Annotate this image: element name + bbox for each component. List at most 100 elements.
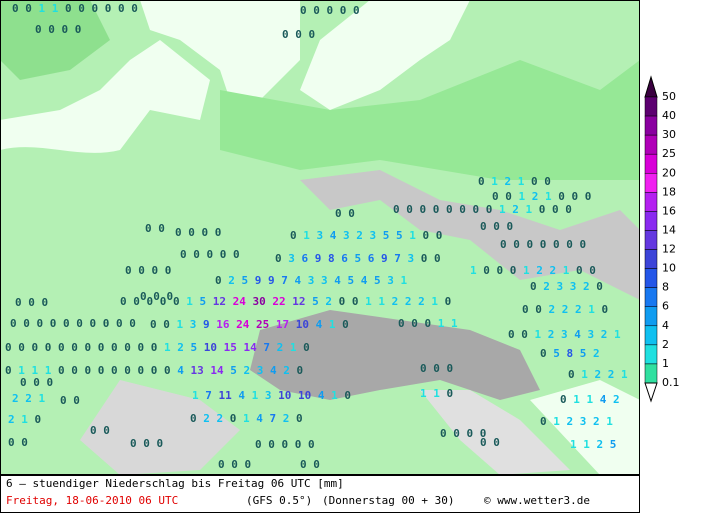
precip-value: 1 (535, 328, 542, 341)
precip-value: 2 (549, 303, 556, 316)
precip-value: 0 (8, 436, 15, 449)
precip-value: 12 (292, 295, 305, 308)
precip-row: 0 0 (145, 222, 165, 235)
precip-value: 2 (217, 412, 224, 425)
precip-value: 0 (167, 290, 174, 303)
precip-value: 0 (32, 341, 39, 354)
precip-value: 5 (200, 295, 207, 308)
precip-row: 0 0 0 0 0 (180, 248, 240, 261)
precip-value: 0 (565, 203, 572, 216)
precip-value: 0 (478, 175, 485, 188)
precip-value: 0 (157, 437, 164, 450)
legend-label: 30 (662, 128, 676, 141)
precip-value: 0 (58, 341, 65, 354)
precip-value: 0 (45, 341, 52, 354)
precip-value: 0 (500, 238, 507, 251)
precip-row: 0 0 (300, 458, 320, 471)
precip-value: 0 (73, 394, 80, 407)
precip-value: 3 (321, 274, 328, 287)
precip-value: 3 (570, 280, 577, 293)
precip-row: 0 0 0 0 0 0 0 (500, 238, 586, 251)
precip-value: 2 (283, 412, 290, 425)
precip-value: 0 (566, 238, 573, 251)
precip-value: 0 (28, 296, 35, 309)
precip-value: 0 (327, 4, 334, 17)
precip-value: 1 (587, 393, 594, 406)
precip-value: 0 (459, 203, 466, 216)
precip-value: 0 (190, 412, 197, 425)
precip-value: 0 (480, 427, 487, 440)
precip-value: 2 (575, 303, 582, 316)
precip-value: 0 (152, 264, 159, 277)
precip-row: 0 0 (335, 207, 355, 220)
precip-value: 7 (205, 389, 212, 402)
legend-label: 1 (662, 357, 669, 370)
precip-value: 9 (268, 274, 275, 287)
sea (530, 380, 640, 475)
precip-value: 5 (348, 274, 355, 287)
precip-value: 0 (65, 2, 72, 15)
precip-value: 0 (163, 318, 170, 331)
legend-swatch (644, 268, 658, 288)
legend-swatch (644, 96, 658, 117)
legend-label: 12 (662, 243, 676, 256)
precip-value: 7 (281, 274, 288, 287)
precip-value: 1 (606, 415, 613, 428)
precip-value: 11 (219, 389, 233, 402)
precip-value: 0 (23, 317, 30, 330)
precip-value: 0 (21, 436, 28, 449)
precip-value: 1 (621, 368, 628, 381)
precip-value: 0 (342, 318, 349, 331)
precip-value: 1 (290, 341, 297, 354)
precip-row: 0 0 0 0 (440, 427, 486, 440)
precip-value: 0 (118, 2, 125, 15)
precip-value: 0 (90, 424, 97, 437)
precip-value: 0 (230, 412, 237, 425)
precip-value: 2 (177, 341, 184, 354)
precip-value: 0 (531, 175, 538, 188)
precip-value: 0 (421, 252, 428, 265)
precip-value: 0 (406, 203, 413, 216)
precip-value: 5 (396, 229, 403, 242)
precip-value: 0 (585, 190, 592, 203)
precip-value: 1 (470, 264, 477, 277)
precip-value: 0 (147, 295, 154, 308)
precip-row: 2 2 1 (12, 392, 46, 405)
precip-value: 1 (581, 368, 588, 381)
precip-value: 2 (228, 274, 235, 287)
precip-value: 0 (140, 290, 147, 303)
precip-value: 1 (570, 438, 577, 451)
precip-value: 0 (486, 203, 493, 216)
precip-value: 0 (420, 362, 427, 375)
precip-row: 0 0 2 2 2 1 0 (522, 303, 608, 316)
precip-value: 1 (32, 364, 39, 377)
precip-row: 0 1 2 1 0 0 (478, 175, 551, 188)
precip-value: 0 (78, 2, 85, 15)
precip-row: 0 2 5 9 9 7 4 3 3 4 5 4 5 3 1 (215, 274, 408, 287)
precip-value: 0 (33, 376, 40, 389)
map-area (0, 0, 640, 475)
precip-value: 0 (297, 364, 304, 377)
precip-row: 0 1 3 4 3 2 3 5 5 1 0 0 (290, 229, 442, 242)
precip-value: 0 (120, 295, 127, 308)
precip-value: 0 (153, 290, 160, 303)
precip-value: 0 (143, 437, 150, 450)
precip-row: 0 0 (60, 394, 80, 407)
precip-value: 5 (610, 438, 617, 451)
precip-value: 3 (561, 328, 568, 341)
precip-value: 0 (446, 203, 453, 216)
precip-value: 0 (445, 295, 452, 308)
precip-value: 16 (216, 318, 230, 331)
precip-row: 0 0 0 0 0 1 5 12 24 30 22 12 5 2 0 0 1 1… (120, 295, 451, 308)
precip-value: 2 (512, 203, 519, 216)
precip-value: 9 (381, 252, 388, 265)
precip-value: 0 (596, 280, 603, 293)
precip-row: 0 0 1 2 3 4 3 2 1 (508, 328, 621, 341)
precip-value: 0 (133, 295, 140, 308)
precip-value: 0 (296, 412, 303, 425)
legend-swatch (644, 192, 658, 212)
legend-swatch (644, 363, 658, 384)
